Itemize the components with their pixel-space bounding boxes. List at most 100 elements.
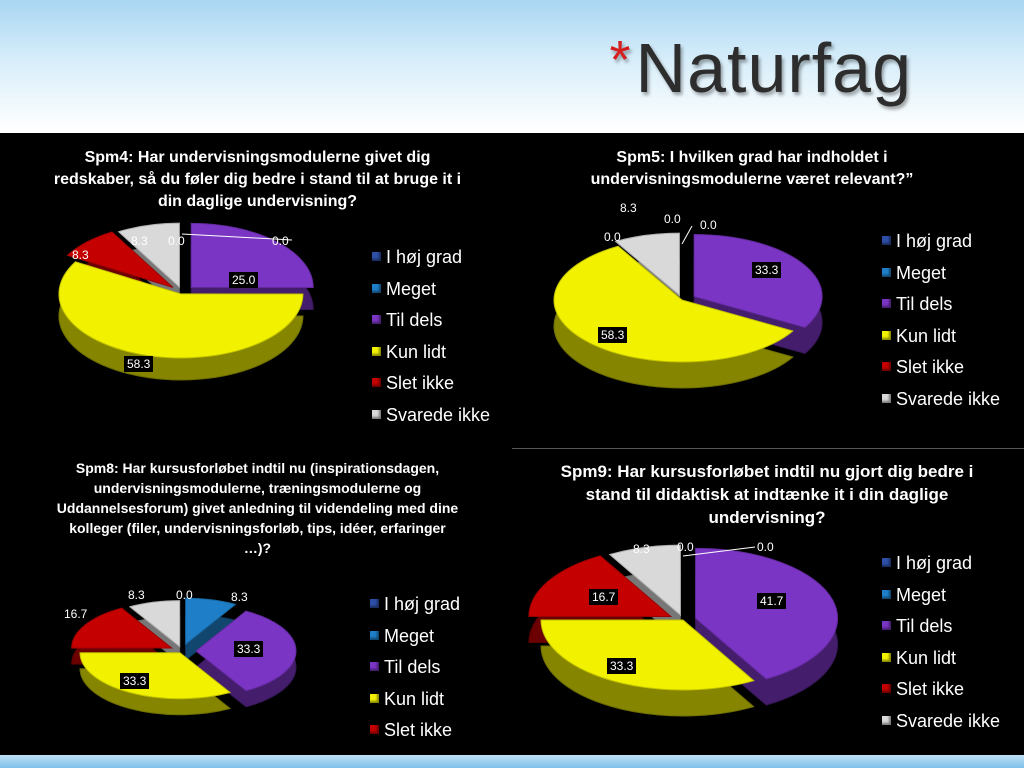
- panel-divider: [512, 448, 1024, 449]
- chart-title: Spm4: Har undervisningsmodulerne givet d…: [53, 149, 462, 210]
- legend-swatch: [882, 236, 891, 245]
- legend-item-i-hoj-grad: I høj grad: [370, 594, 460, 615]
- legend-item-til-dels: Til dels: [882, 616, 952, 637]
- legend-swatch: [370, 693, 379, 703]
- legend-swatch: [370, 662, 379, 671]
- pie-slice-kun-lidt: [540, 619, 755, 691]
- charts-area: Spm4: Har undervisningsmodulerne givet d…: [0, 133, 1024, 755]
- data-label-meget: 0.0: [757, 540, 774, 554]
- legend-label: Kun lidt: [386, 341, 447, 362]
- legend-label: Meget: [386, 278, 437, 299]
- data-label-slet-ikke: 8.3: [72, 248, 89, 262]
- legend-swatch: [370, 725, 379, 734]
- legend-label: Svarede ikke: [386, 404, 491, 425]
- data-label-slet-ikke: 0.0: [604, 230, 621, 244]
- chart-title: Spm8: Har kursusforløbet indtil nu (insp…: [56, 460, 459, 556]
- legend-swatch: [372, 283, 381, 293]
- legend-item-til-dels: Til dels: [370, 657, 440, 678]
- legend-swatch: [882, 684, 891, 693]
- legend-item-i-hoj-grad: I høj grad: [882, 231, 972, 252]
- legend-label: Kun lidt: [896, 325, 957, 346]
- legend-item-til-dels: Til dels: [882, 294, 952, 315]
- chart-spm8: Spm8: Har kursusforløbet indtil nu (insp…: [0, 448, 512, 755]
- data-label-til-dels: 25.0: [229, 272, 259, 288]
- legend-swatch: [882, 558, 891, 567]
- legend-label: I høj grad: [384, 594, 461, 614]
- data-label-i-hoj-grad: 0.0: [664, 212, 681, 226]
- legend-swatch: [882, 267, 891, 277]
- legend-item-kun-lidt: Kun lidt: [882, 326, 956, 347]
- pie-slice-til-dels: [695, 547, 839, 680]
- title-text: Naturfag: [635, 29, 912, 107]
- legend-item-slet-ikke: Slet ikke: [372, 373, 454, 394]
- legend-label: Til dels: [384, 657, 441, 677]
- data-label-slet-ikke: 16.7: [589, 589, 619, 605]
- pie-slice-svarede-ikke: [117, 222, 180, 289]
- slide-title: *Naturfag: [610, 28, 913, 108]
- legend-label: Slet ikke: [896, 679, 965, 699]
- pie-slice-svarede-ikke: [608, 544, 681, 617]
- pie-slice-svarede-ikke: [128, 600, 181, 648]
- pie-slice-til-dels: [190, 222, 314, 289]
- title-asterisk: *: [609, 30, 632, 90]
- legend-label: Slet ikke: [896, 357, 965, 377]
- legend-item-slet-ikke: Slet ikke: [882, 679, 964, 700]
- legend-item-til-dels: Til dels: [372, 310, 442, 331]
- legend-item-kun-lidt: Kun lidt: [882, 648, 956, 669]
- legend-label: Kun lidt: [896, 647, 957, 668]
- pie-slice-slet-ikke: [66, 231, 174, 288]
- legend-item-i-hoj-grad: I høj grad: [882, 553, 972, 574]
- data-label-i-hoj-grad: 0.0: [176, 588, 193, 602]
- pie-slice-svarede-ikke: [614, 232, 680, 297]
- legend-swatch: [882, 393, 891, 403]
- legend-label: Svarede ikke: [896, 710, 1001, 731]
- legend-item-meget: Meget: [372, 279, 436, 300]
- data-label-meget: 0.0: [700, 218, 717, 232]
- data-label-i-hoj-grad: 0.0: [168, 234, 185, 248]
- chart-title: Spm5: I hvilken grad har indholdet i und…: [590, 149, 914, 188]
- legend-swatch: [372, 409, 381, 419]
- legend-swatch: [882, 652, 891, 662]
- legend-item-meget: Meget: [882, 263, 946, 284]
- pie-slice-slet-ikke: [71, 607, 174, 649]
- chart-spm4: Spm4: Har undervisningsmodulerne givet d…: [0, 133, 512, 448]
- legend-swatch: [372, 252, 381, 261]
- data-label-til-dels: 33.3: [234, 641, 264, 657]
- data-label-til-dels: 33.3: [752, 262, 782, 278]
- legend-item-kun-lidt: Kun lidt: [370, 689, 444, 710]
- legend-swatch: [882, 715, 891, 725]
- legend-label: Kun lidt: [384, 688, 445, 709]
- legend-swatch: [372, 346, 381, 356]
- legend-label: Slet ikke: [386, 373, 455, 393]
- pie-chart-svg: [528, 544, 839, 717]
- data-label-i-hoj-grad: 0.0: [677, 540, 694, 554]
- legend-swatch: [372, 315, 381, 324]
- data-label-kun-lidt: 58.3: [598, 327, 628, 343]
- data-label-svarede-ikke: 8.3: [128, 588, 145, 602]
- leader-line: [681, 225, 693, 245]
- legend-item-slet-ikke: Slet ikke: [882, 357, 964, 378]
- legend-swatch: [882, 299, 891, 308]
- pie-slice-kun-lidt: [58, 261, 304, 359]
- chart-spm5: Spm5: I hvilken grad har indholdet i und…: [512, 133, 1024, 448]
- legend-label: Meget: [384, 625, 435, 646]
- legend-swatch: [882, 362, 891, 371]
- legend-swatch: [882, 589, 891, 599]
- leader-line: [181, 233, 293, 241]
- bottom-band: [0, 755, 1024, 768]
- data-label-kun-lidt: 33.3: [607, 658, 637, 674]
- legend-item-svarede-ikke: Svarede ikke: [372, 405, 490, 426]
- legend-label: I høj grad: [896, 231, 973, 251]
- chart-title: Spm9: Har kursusforløbet indtil nu gjort…: [560, 462, 974, 527]
- legend-swatch: [372, 378, 381, 387]
- pie-slice-til-dels: [693, 233, 823, 329]
- legend-item-kun-lidt: Kun lidt: [372, 342, 446, 363]
- data-label-meget: 8.3: [231, 590, 248, 604]
- legend-item-meget: Meget: [882, 585, 946, 606]
- legend-swatch: [882, 330, 891, 340]
- legend-item-svarede-ikke: Svarede ikke: [882, 711, 1000, 732]
- legend-swatch: [370, 599, 379, 608]
- legend-item-slet-ikke: Slet ikke: [370, 720, 452, 741]
- data-label-svarede-ikke: 8.3: [620, 201, 637, 215]
- legend-label: Meget: [896, 262, 947, 283]
